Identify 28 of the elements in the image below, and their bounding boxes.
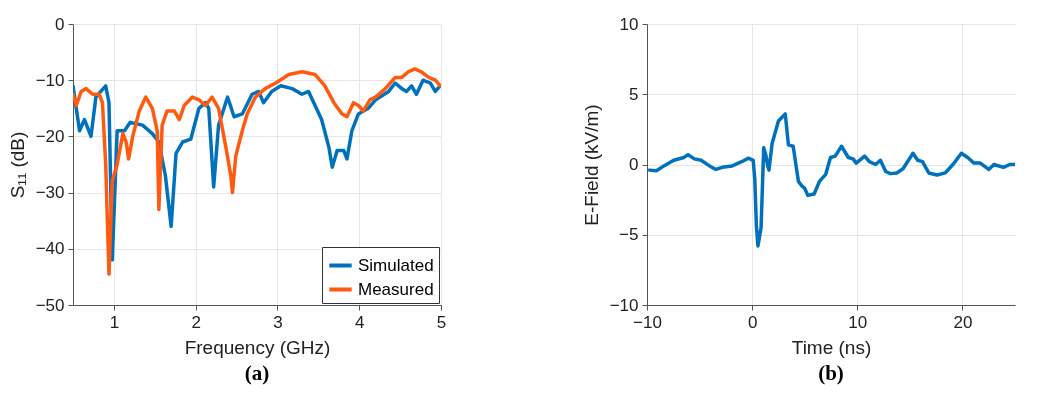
y-tick-label: 10 <box>619 14 639 34</box>
x-tick-label: 3 <box>273 312 283 332</box>
x-tick-label: 0 <box>747 312 758 332</box>
y-axis-title: E-Field (kV/m) <box>580 104 602 226</box>
x-tick-label: 4 <box>354 312 365 332</box>
x-tick-label: 5 <box>436 312 447 332</box>
x-axis-title: Frequency (GHz) <box>184 336 331 358</box>
x-tick-label: 20 <box>953 312 973 332</box>
y-tick-label: 0 <box>55 14 65 34</box>
y-tick-label: 5 <box>629 84 639 104</box>
legend-label: Simulated <box>358 255 434 275</box>
line-series <box>647 112 1015 248</box>
y-tick-label: −5 <box>619 225 639 245</box>
y-tick-label: −10 <box>35 70 65 90</box>
y-tick-label: −50 <box>35 295 65 315</box>
y-tick-label: 0 <box>629 155 639 174</box>
y-tick-label: −10 <box>609 295 639 315</box>
text: (b) <box>818 361 844 385</box>
legend-label: Measured <box>358 279 434 299</box>
y-tick-label: −30 <box>35 183 65 203</box>
x-tick-label: 10 <box>848 312 868 332</box>
y-axis-title: S₁₁ (dB) <box>6 131 28 199</box>
y-tick-label: −40 <box>35 239 65 259</box>
x-tick-label: 2 <box>191 312 201 332</box>
x-tick-label: 1 <box>109 312 120 332</box>
x-axis-title: Time (ns) <box>791 336 872 358</box>
y-tick-label: −20 <box>35 126 65 146</box>
text: (a) <box>244 361 270 385</box>
